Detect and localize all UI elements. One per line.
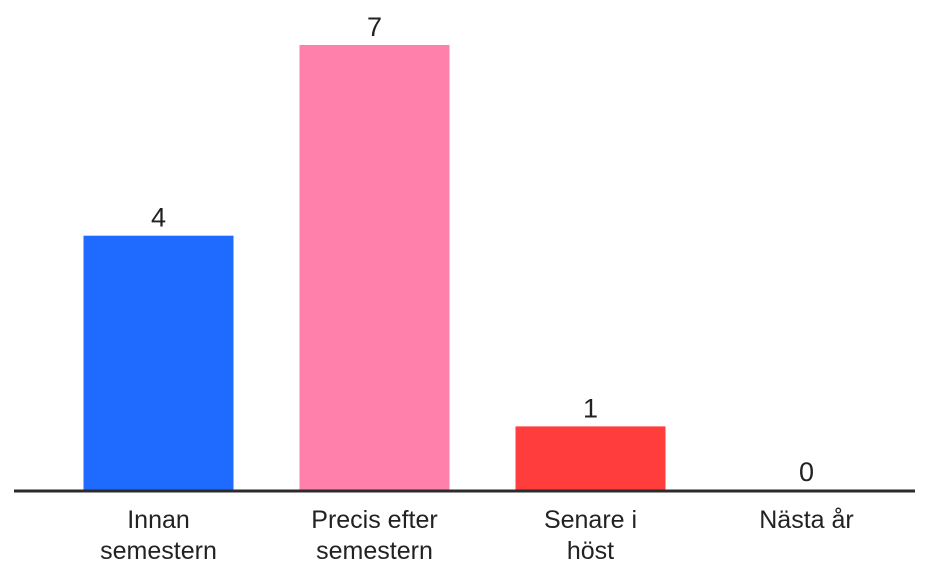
- category-label-3: Nästa år: [759, 506, 853, 534]
- category-label-1-line-0: Precis efter: [311, 506, 437, 534]
- data-label-3: 0: [799, 457, 814, 487]
- category-label-0-line-0: Innan: [127, 506, 190, 534]
- category-label-1: Precis efter semestern: [311, 506, 437, 562]
- bar-2: [515, 426, 666, 490]
- category-label-1-line-1: semestern: [316, 537, 433, 562]
- category-label-0: Innan semestern: [100, 506, 217, 562]
- data-label-0: 4: [151, 203, 166, 233]
- category-labels-group: Innan semestern Precis efter semestern Senar…: [100, 506, 854, 562]
- category-label-2-line-0: Senare i: [544, 506, 637, 534]
- category-label-2-line-1: höst: [567, 537, 614, 562]
- data-label-1: 7: [367, 12, 382, 42]
- bars-group: [83, 45, 666, 490]
- bar-0: [83, 235, 234, 490]
- bar-1: [299, 45, 450, 490]
- category-label-2: Senare i höst: [544, 506, 637, 562]
- category-label-0-line-1: semestern: [100, 537, 217, 562]
- data-label-2: 1: [583, 393, 598, 423]
- category-label-3-line-0: Nästa år: [759, 506, 853, 534]
